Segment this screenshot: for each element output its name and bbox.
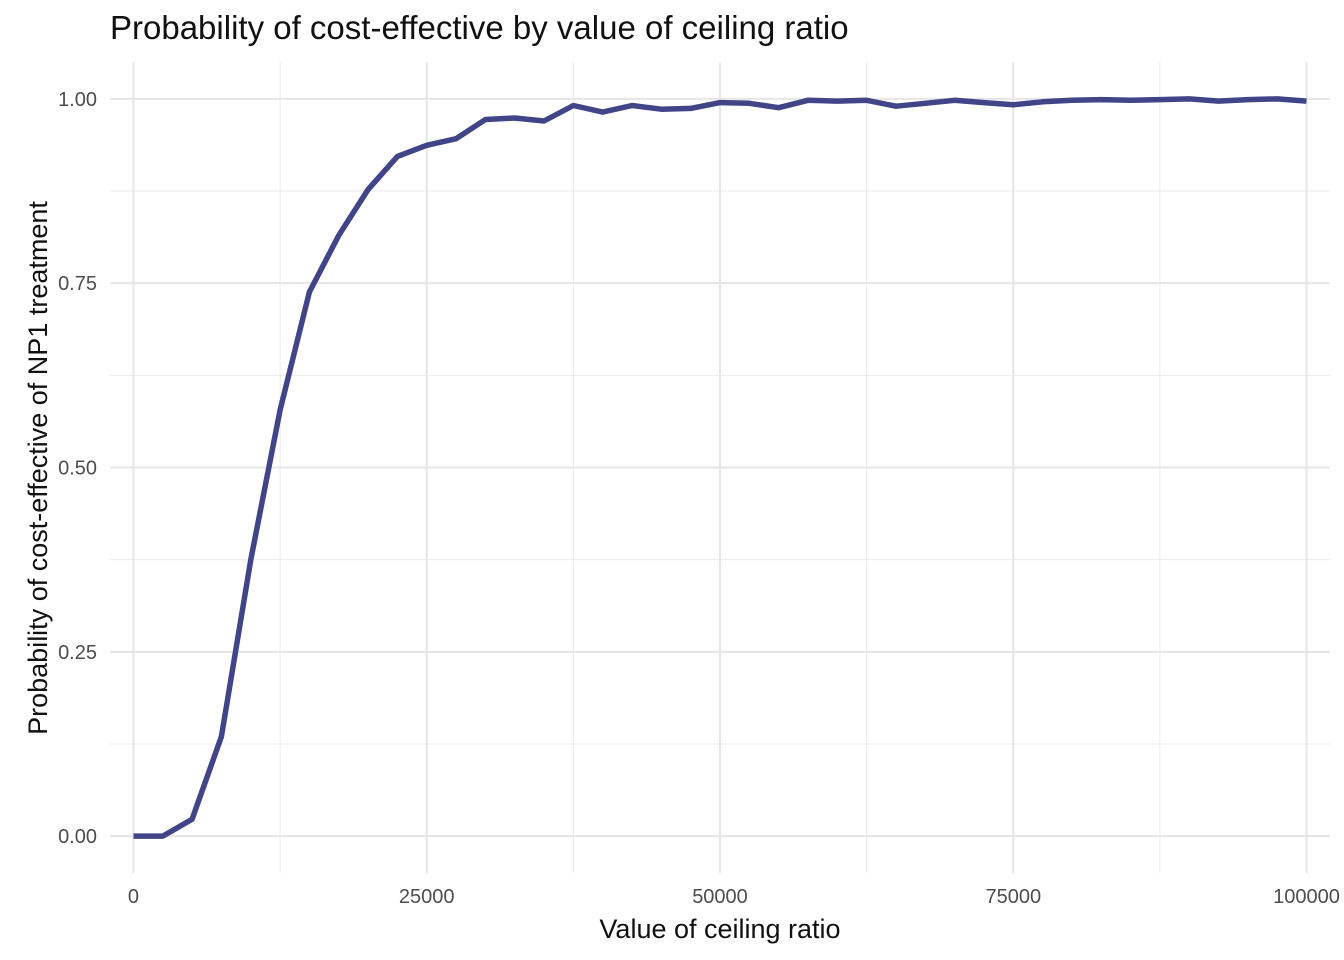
- y-tick-label: 0.50: [58, 458, 97, 480]
- x-tick-label: 25000: [399, 886, 455, 908]
- x-axis-title: Value of ceiling ratio: [599, 914, 840, 944]
- series-layer: [133, 96, 1307, 839]
- x-tick-label: 50000: [692, 886, 748, 908]
- major-gridlines: [110, 62, 1330, 873]
- x-tick-label: 100000: [1273, 886, 1340, 908]
- y-tick-label: 0.75: [58, 273, 97, 295]
- y-axis-tick-labels: 0.00 0.25 0.50 0.75 1.00: [58, 89, 97, 848]
- y-axis-title: Probability of cost-effective of NP1 tre…: [23, 201, 53, 735]
- x-tick-label: 0: [128, 886, 139, 908]
- y-tick-label: 0.25: [58, 642, 97, 664]
- x-tick-label: 75000: [985, 886, 1041, 908]
- x-axis-tick-labels: 0 25000 50000 75000 100000: [128, 886, 1340, 908]
- chart-title: Probability of cost-effective by value o…: [110, 9, 849, 46]
- series-line: [133, 96, 1307, 839]
- y-tick-label: 0.00: [58, 826, 97, 848]
- y-tick-label: 1.00: [58, 89, 97, 111]
